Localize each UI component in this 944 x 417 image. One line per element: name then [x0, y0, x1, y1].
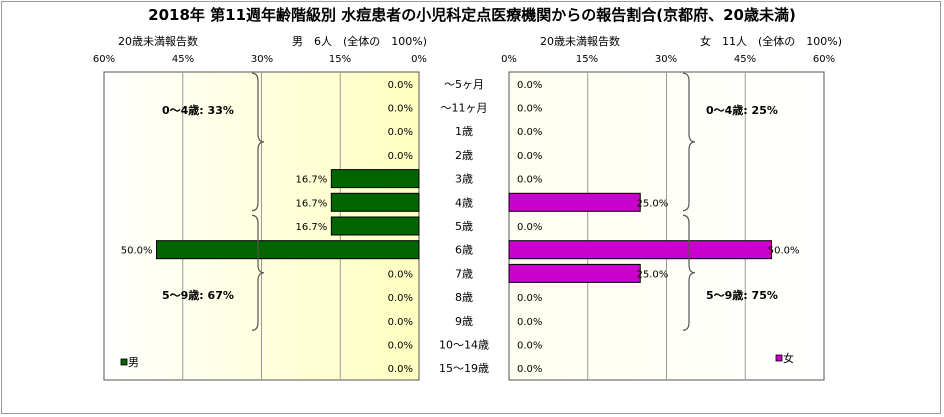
- age-category-label: 1歳: [455, 125, 473, 138]
- male-header: 男 6人 (全体の 100%): [292, 35, 428, 48]
- female-value-label: 0.0%: [517, 127, 542, 138]
- age-category-label: 6歳: [455, 244, 473, 257]
- male-bar: [330, 216, 420, 236]
- female-value-label: 0.0%: [517, 151, 542, 162]
- female-value-label: 0.0%: [517, 293, 542, 304]
- male-value-label: 0.0%: [388, 364, 413, 375]
- female-value-label: 0.0%: [517, 222, 542, 233]
- age-category-label: 5歳: [455, 220, 473, 233]
- female-bar: [508, 263, 641, 283]
- age-category-label: 15～19歳: [439, 362, 489, 375]
- female-bar: [508, 192, 641, 212]
- female-bracket-5-9: [682, 214, 696, 331]
- female-tick-45: 45%: [733, 54, 757, 65]
- female-value-label: 25.0%: [636, 198, 668, 209]
- female-bracket-label-0-4: 0～4歳: 25%: [706, 103, 778, 117]
- male-value-label: 0.0%: [388, 104, 413, 115]
- male-tick-15: 15%: [328, 54, 352, 65]
- age-category-label: 3歳: [455, 173, 473, 186]
- male-value-label: 16.7%: [296, 198, 328, 209]
- male-value-label: 0.0%: [388, 127, 413, 138]
- male-bar: [330, 169, 420, 189]
- female-bracket-label-5-9: 5～9歳: 75%: [706, 288, 778, 302]
- male-tick-30: 30%: [250, 54, 274, 65]
- age-category-label: 8歳: [455, 291, 473, 304]
- age-category-label: 7歳: [455, 267, 473, 280]
- male-value-label: 50.0%: [121, 246, 153, 257]
- age-category-label: 4歳: [455, 196, 473, 209]
- female-legend-swatch: [775, 354, 783, 362]
- male-bracket-label-0-4: 0～4歳: 33%: [162, 103, 234, 117]
- male-value-label: 16.7%: [296, 222, 328, 233]
- male-legend-label: 男: [128, 356, 139, 369]
- male-value-label: 16.7%: [296, 175, 328, 186]
- female-value-label: 0.0%: [517, 340, 542, 351]
- male-tick-45: 45%: [171, 54, 195, 65]
- male-tick-0: 0%: [411, 54, 427, 65]
- age-category-label: 2歳: [455, 149, 473, 162]
- male-value-label: 0.0%: [388, 80, 413, 91]
- age-category-label: 9歳: [455, 315, 473, 328]
- female-tick-0: 0%: [501, 54, 517, 65]
- female-legend-label: 女: [783, 351, 794, 365]
- female-value-label: 0.0%: [517, 317, 542, 328]
- female-value-label: 0.0%: [517, 364, 542, 375]
- female-tick-60: 60%: [812, 54, 836, 65]
- female-header: 女 11人 (全体の 100%): [700, 35, 843, 48]
- male-value-label: 0.0%: [388, 151, 413, 162]
- male-value-label: 0.0%: [388, 293, 413, 304]
- female-value-label: 0.0%: [517, 80, 542, 91]
- male-value-label: 0.0%: [388, 340, 413, 351]
- male-tick-60: 60%: [92, 54, 116, 65]
- age-category-label: ～11ヶ月: [441, 102, 488, 115]
- male-bracket-5-9: [251, 214, 265, 331]
- male-legend-swatch: [120, 358, 128, 366]
- male-bracket-0-4: [251, 72, 265, 212]
- female-tick-15: 15%: [575, 54, 599, 65]
- male-value-label: 0.0%: [388, 269, 413, 280]
- chart-title: 2018年 第11週年齢階級別 水痘患者の小児科定点医療機関からの報告割合(京都…: [148, 6, 796, 24]
- female-value-label: 0.0%: [517, 104, 542, 115]
- female-bracket-0-4: [682, 72, 696, 212]
- age-category-label: ～5ヶ月: [444, 78, 484, 91]
- male-value-label: 0.0%: [388, 317, 413, 328]
- female-value-label: 0.0%: [517, 175, 542, 186]
- female-value-label: 25.0%: [636, 269, 668, 280]
- female-value-label: 50.0%: [768, 246, 800, 257]
- female-axis-label: 20歳未満報告数: [540, 35, 620, 48]
- male-axis-label: 20歳未満報告数: [118, 35, 198, 48]
- male-bracket-label-5-9: 5～9歳: 67%: [162, 288, 234, 302]
- age-category-label: 10～14歳: [439, 338, 489, 351]
- female-bar: [508, 240, 772, 260]
- female-tick-30: 30%: [654, 54, 678, 65]
- male-bar: [156, 240, 420, 260]
- male-bar: [330, 192, 420, 212]
